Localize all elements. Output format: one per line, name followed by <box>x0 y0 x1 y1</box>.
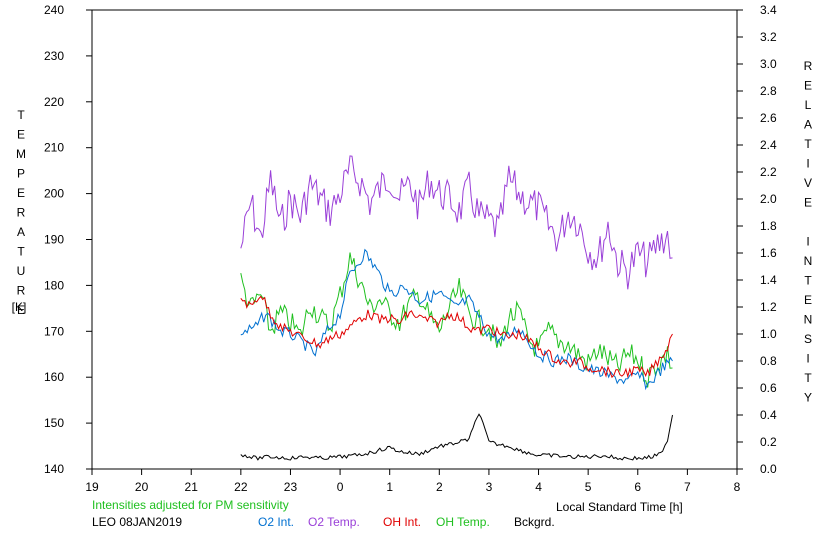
x-tick-label: 1 <box>386 480 393 494</box>
right-axis-label-char: E <box>804 196 812 210</box>
y-left-tick-label: 180 <box>44 278 64 292</box>
y-left-tick-label: 200 <box>44 187 64 201</box>
y-right-tick-label: 2.6 <box>760 111 777 125</box>
right-axis-label-char: T <box>804 274 812 288</box>
y-right-tick-label: 2.2 <box>760 165 777 179</box>
legend-o2-int: O2 Int. <box>258 515 295 529</box>
x-tick-label: 6 <box>634 480 641 494</box>
left-axis-unit: [K] <box>12 300 27 314</box>
right-axis-label-char: I <box>806 157 809 171</box>
y-right-tick-label: 2.0 <box>760 192 777 206</box>
plot-frame <box>91 9 738 470</box>
series-line-oh-temp <box>240 252 673 388</box>
series-line-o2-temp <box>240 155 673 290</box>
legend-o2-temp: O2 Temp. <box>308 515 360 529</box>
y-left-tick-label: 170 <box>44 324 64 338</box>
right-axis-label-char: N <box>804 254 813 268</box>
y-right-tick-label: 3.4 <box>760 3 777 17</box>
y-right-tick-label: 2.8 <box>760 84 777 98</box>
y-right-tick-label: 3.2 <box>760 30 777 44</box>
right-axis-label-char: A <box>804 118 812 132</box>
left-axis-label-char: E <box>17 186 25 200</box>
y-right-tick-label: 1.4 <box>760 273 777 287</box>
x-tick-label: 0 <box>337 480 344 494</box>
series-line-oh-int <box>240 295 673 379</box>
left-axis-label-char: U <box>17 264 26 278</box>
y-right-tick-label: 1.6 <box>760 246 777 260</box>
y-right-tick-label: 0.2 <box>760 435 777 449</box>
right-axis-label-char: L <box>805 98 812 112</box>
x-tick-label: 5 <box>585 480 592 494</box>
right-axis-label-char: V <box>804 176 812 190</box>
right-axis-label-char: Y <box>804 391 812 405</box>
y-left-tick-label: 210 <box>44 141 64 155</box>
right-axis-label-char: N <box>804 313 813 327</box>
x-tick-label: 20 <box>135 480 149 494</box>
x-tick-label: 22 <box>234 480 248 494</box>
right-axis-label-char: I <box>806 352 809 366</box>
y-right-tick-label: 0.4 <box>760 408 777 422</box>
station-date-label: LEO 08JAN2019 <box>92 515 183 529</box>
left-axis-label-char: T <box>17 108 25 122</box>
x-tick-label: 23 <box>284 480 298 494</box>
left-axis-label-char: R <box>17 284 26 298</box>
y-right-tick-label: 0.6 <box>760 381 777 395</box>
right-axis-label-char: E <box>804 293 812 307</box>
data-series <box>240 155 673 461</box>
x-tick-label: 19 <box>85 480 99 494</box>
left-axis-label-char: A <box>17 225 25 239</box>
left-axis-label-char: M <box>16 147 26 161</box>
right-axis-label-char: I <box>806 235 809 249</box>
right-axis-label-char: R <box>804 59 813 73</box>
y-left-tick-label: 220 <box>44 95 64 109</box>
y-left-tick-label: 160 <box>44 370 64 384</box>
y-right-tick-label: 0.8 <box>760 354 777 368</box>
axis-ticks: 19 20 21 22 23 0 1 2 3 4 5 6 7 8140150160170180190200… <box>44 3 777 494</box>
y-left-tick-label: 230 <box>44 49 64 63</box>
sensitivity-note: Intensities adjusted for PM sensitivity <box>92 498 289 512</box>
legend-bckgrd: Bckgrd. <box>514 515 555 529</box>
x-tick-label: 21 <box>185 480 199 494</box>
y-right-tick-label: 1.2 <box>760 300 777 314</box>
right-axis-label-char: S <box>804 332 812 346</box>
left-axis-label-char: E <box>17 128 25 142</box>
right-axis-label-char: T <box>804 137 812 151</box>
x-tick-label: 7 <box>684 480 691 494</box>
x-tick-label: 8 <box>734 480 741 494</box>
y-left-tick-label: 240 <box>44 3 64 17</box>
right-axis-label-char: E <box>804 79 812 93</box>
y-right-tick-label: 2.4 <box>760 138 777 152</box>
left-axis-label-char: R <box>17 206 26 220</box>
y-right-tick-label: 3.0 <box>760 57 777 71</box>
left-axis-label-char: E <box>17 303 25 317</box>
x-tick-label: 2 <box>436 480 443 494</box>
x-axis-label: Local Standard Time [h] <box>556 500 683 514</box>
left-axis-label-char: T <box>17 245 25 259</box>
y-left-tick-label: 140 <box>44 462 64 476</box>
y-left-tick-label: 150 <box>44 416 64 430</box>
legend-oh-int: OH Int. <box>383 515 422 529</box>
legend-oh-temp: OH Temp. <box>436 515 490 529</box>
left-axis-label-char: P <box>17 167 25 181</box>
y-right-tick-label: 1.8 <box>760 219 777 233</box>
right-axis-label-char: T <box>804 371 812 385</box>
y-left-tick-label: 190 <box>44 233 64 247</box>
x-tick-label: 3 <box>486 480 493 494</box>
series-line-bckgrd <box>240 413 673 461</box>
series-line-o2-int <box>240 248 673 391</box>
y-right-tick-label: 0.0 <box>760 462 777 476</box>
y-right-tick-label: 1.0 <box>760 327 777 341</box>
x-tick-label: 4 <box>535 480 542 494</box>
